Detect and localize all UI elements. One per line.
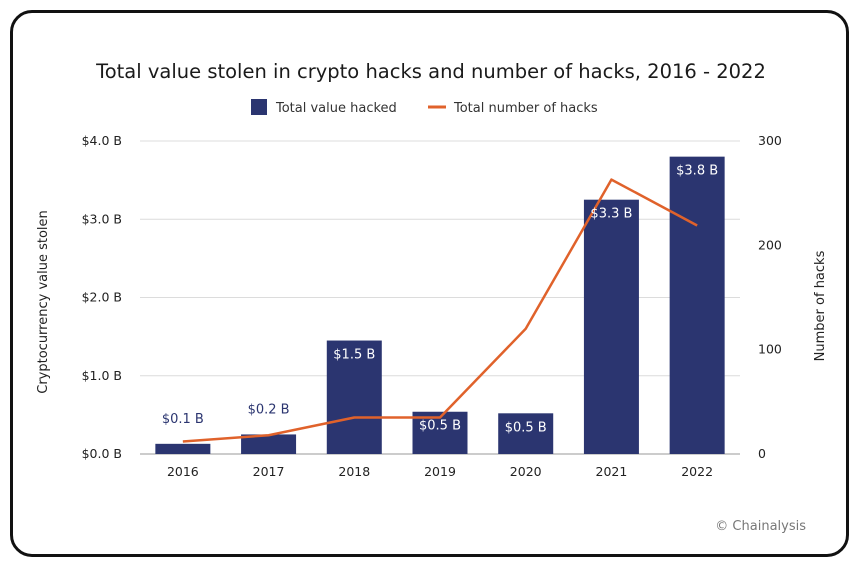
x-tick-label: 2019 bbox=[424, 464, 456, 479]
legend-label-value: Total value hacked bbox=[275, 101, 397, 116]
bar-data-labels: $0.1 B $0.2 B $1.5 B $0.5 B $0.5 B $3.3 B $3.8… bbox=[162, 164, 718, 436]
bar bbox=[669, 156, 725, 454]
bar bbox=[583, 199, 639, 454]
credit-text: © Chainalysis bbox=[715, 519, 806, 534]
x-tick-label: 2016 bbox=[167, 464, 199, 479]
legend-swatch-value bbox=[251, 99, 267, 115]
right-axis-title: Number of hacks bbox=[813, 250, 828, 361]
left-axis-title: Cryptocurrency value stolen bbox=[36, 210, 51, 394]
bar-series bbox=[155, 156, 725, 454]
x-tick-label: 2020 bbox=[510, 464, 542, 479]
bar-value-label: $0.5 B bbox=[419, 419, 461, 434]
bar bbox=[155, 443, 211, 454]
bar-value-label: $1.5 B bbox=[333, 348, 375, 363]
x-tick-label: 2022 bbox=[681, 464, 713, 479]
legend: Total value hacked Total number of hacks bbox=[251, 99, 598, 116]
bar bbox=[412, 411, 468, 454]
bar-value-label: $3.8 B bbox=[676, 164, 718, 179]
chart-title: Total value stolen in crypto hacks and n… bbox=[95, 60, 766, 83]
x-tick-label: 2017 bbox=[253, 464, 285, 479]
bar-value-label: $3.3 B bbox=[590, 207, 632, 222]
left-tick-label: $2.0 B bbox=[82, 290, 122, 305]
left-tick-label: $4.0 B bbox=[82, 133, 122, 148]
right-axis-ticks: 0 100 200 300 bbox=[758, 133, 782, 461]
right-tick-label: 100 bbox=[758, 342, 782, 357]
left-axis-ticks: $0.0 B $1.0 B $2.0 B $3.0 B $4.0 B bbox=[82, 133, 122, 461]
legend-label-hacks: Total number of hacks bbox=[453, 101, 598, 116]
line-series bbox=[182, 178, 698, 443]
bar-value-label: $0.5 B bbox=[505, 420, 547, 435]
bar bbox=[498, 413, 554, 454]
gridlines bbox=[140, 140, 740, 455]
x-axis-ticks: 2016 2017 2018 2019 2020 2021 2022 bbox=[167, 464, 713, 479]
right-tick-label: 300 bbox=[758, 133, 782, 148]
left-tick-label: $0.0 B bbox=[82, 446, 122, 461]
bar-value-label: $0.2 B bbox=[248, 402, 290, 417]
left-tick-label: $1.0 B bbox=[82, 368, 122, 383]
bar-value-label: $0.1 B bbox=[162, 412, 204, 427]
bar bbox=[241, 434, 297, 454]
right-tick-label: 0 bbox=[758, 446, 766, 461]
x-tick-label: 2021 bbox=[596, 464, 628, 479]
bar bbox=[326, 340, 382, 454]
right-tick-label: 200 bbox=[758, 237, 782, 252]
x-tick-label: 2018 bbox=[338, 464, 370, 479]
left-tick-label: $3.0 B bbox=[82, 211, 122, 226]
